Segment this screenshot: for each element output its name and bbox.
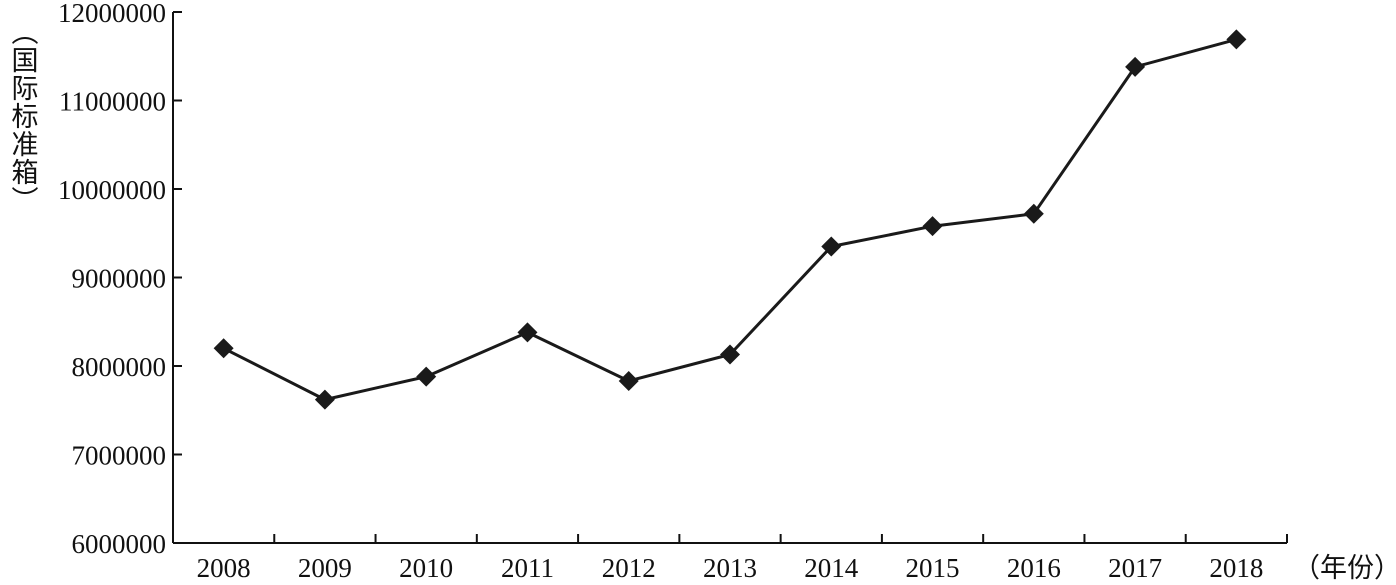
x-tick-label: 2018 — [1209, 553, 1263, 583]
y-axis: 6000000 7000000 8000000 9000000 10000000 1100… — [58, 0, 182, 559]
x-tick-label: 2010 — [399, 553, 453, 583]
y-tick-label: 10000000 — [58, 175, 166, 205]
x-tick-label: 2015 — [906, 553, 960, 583]
y-axis-title-text: （国际标准箱） — [7, 18, 39, 214]
data-point — [1226, 29, 1247, 50]
x-tick-label: 2008 — [197, 553, 251, 583]
y-tick-label: 6000000 — [72, 529, 167, 559]
x-axis-title-text: （年份） — [1293, 553, 1396, 584]
data-point — [1125, 56, 1146, 77]
data-point — [314, 389, 335, 410]
y-ticks — [173, 11, 182, 544]
x-tick-label: 2012 — [602, 553, 656, 583]
data-point — [618, 371, 639, 392]
x-tick-label: 2014 — [804, 553, 859, 583]
x-tick-label: 2017 — [1108, 553, 1162, 583]
series — [213, 29, 1247, 410]
data-point — [720, 344, 740, 365]
y-tick-labels: 6000000 7000000 8000000 9000000 10000000 1100… — [58, 0, 166, 559]
data-point — [517, 322, 538, 343]
y-tick-label: 11000000 — [59, 87, 166, 117]
data-point — [821, 236, 842, 257]
x-axis: 2008 2009 2010 2011 2012 2013 2014 2015 2016 2017… — [173, 534, 1288, 583]
y-tick-label: 9000000 — [72, 264, 167, 294]
y-tick-label: 12000000 — [58, 0, 166, 28]
x-tick-labels: 2008 2009 2010 2011 2012 2013 2014 2015 2016 2017… — [197, 553, 1264, 583]
y-tick-label: 8000000 — [72, 352, 167, 382]
x-ticks — [273, 534, 1288, 543]
data-point — [416, 366, 437, 387]
x-tick-label: 2011 — [501, 553, 554, 583]
y-tick-label: 7000000 — [72, 441, 167, 471]
x-tick-label: 2013 — [703, 553, 757, 583]
series-markers — [213, 29, 1247, 410]
x-axis-title: （年份） — [1293, 553, 1396, 584]
x-tick-label: 2009 — [298, 553, 352, 583]
data-point — [922, 216, 943, 237]
y-axis-title: （国际标准箱） — [7, 18, 39, 214]
x-tick-label: 2016 — [1007, 553, 1061, 583]
data-point — [1023, 203, 1044, 224]
data-point — [213, 338, 234, 359]
